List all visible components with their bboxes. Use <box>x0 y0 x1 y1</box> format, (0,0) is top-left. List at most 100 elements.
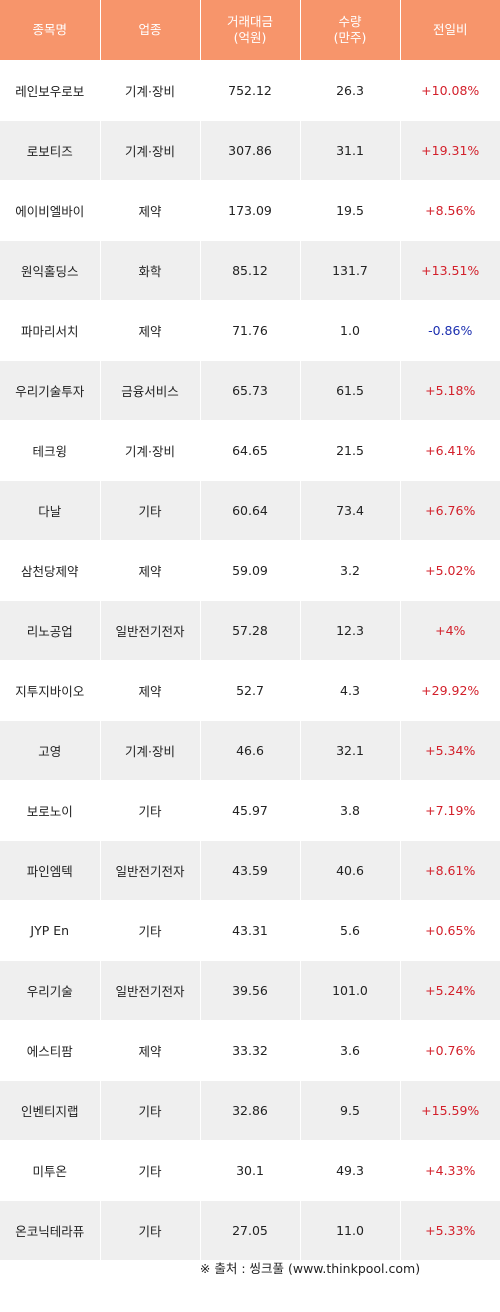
cell-name: 인벤티지랩 <box>0 1080 101 1141</box>
table-row: 고영 기계·장비 46.6 32.1 +5.34% <box>0 720 500 781</box>
cell-sector: 제약 <box>100 1020 201 1081</box>
cell-name: 에스티팜 <box>0 1020 101 1081</box>
header-volume-label: 수량 <box>338 14 362 29</box>
cell-volume: 12.3 <box>300 600 401 661</box>
cell-volume: 73.4 <box>300 480 401 541</box>
cell-name: 지투지바이오 <box>0 660 101 721</box>
cell-sector: 기타 <box>100 900 201 961</box>
stock-table: 종목명 업종 거래대금 (억원) 수량 (만주) 전일비 레인보우로보 기계·장비… <box>0 0 500 1261</box>
cell-sector: 기타 <box>100 1200 201 1261</box>
cell-amount: 30.1 <box>200 1140 301 1201</box>
cell-volume: 26.3 <box>300 60 401 121</box>
table-row: 원익홀딩스 화학 85.12 131.7 +13.51% <box>0 240 500 301</box>
cell-sector: 제약 <box>100 180 201 241</box>
cell-change: +6.76% <box>400 480 500 541</box>
cell-volume: 32.1 <box>300 720 401 781</box>
cell-name: 다날 <box>0 480 101 541</box>
cell-amount: 45.97 <box>200 780 301 841</box>
table-row: 우리기술 일반전기전자 39.56 101.0 +5.24% <box>0 960 500 1021</box>
cell-change: +13.51% <box>400 240 500 301</box>
table-row: 보로노이 기타 45.97 3.8 +7.19% <box>0 780 500 841</box>
cell-volume: 1.0 <box>300 300 401 361</box>
cell-amount: 60.64 <box>200 480 301 541</box>
cell-change: +5.18% <box>400 360 500 421</box>
cell-amount: 64.65 <box>200 420 301 481</box>
cell-volume: 40.6 <box>300 840 401 901</box>
cell-sector: 금융서비스 <box>100 360 201 421</box>
cell-volume: 3.8 <box>300 780 401 841</box>
cell-name: 로보티즈 <box>0 120 101 181</box>
cell-amount: 752.12 <box>200 60 301 121</box>
cell-volume: 3.2 <box>300 540 401 601</box>
cell-sector: 일반전기전자 <box>100 600 201 661</box>
cell-change: +8.61% <box>400 840 500 901</box>
cell-amount: 39.56 <box>200 960 301 1021</box>
table-row: 에스티팜 제약 33.32 3.6 +0.76% <box>0 1020 500 1081</box>
header-volume: 수량 (만주) <box>300 0 401 61</box>
table-row: 삼천당제약 제약 59.09 3.2 +5.02% <box>0 540 500 601</box>
table-row: 우리기술투자 금융서비스 65.73 61.5 +5.18% <box>0 360 500 421</box>
table-row: 지투지바이오 제약 52.7 4.3 +29.92% <box>0 660 500 721</box>
cell-sector: 제약 <box>100 300 201 361</box>
cell-amount: 57.28 <box>200 600 301 661</box>
cell-sector: 기계·장비 <box>100 120 201 181</box>
cell-name: JYP En <box>0 900 101 961</box>
cell-amount: 52.7 <box>200 660 301 721</box>
cell-volume: 61.5 <box>300 360 401 421</box>
cell-volume: 19.5 <box>300 180 401 241</box>
cell-change: +7.19% <box>400 780 500 841</box>
cell-change: +29.92% <box>400 660 500 721</box>
table-row: 리노공업 일반전기전자 57.28 12.3 +4% <box>0 600 500 661</box>
cell-change: +10.08% <box>400 60 500 121</box>
cell-name: 파인엠텍 <box>0 840 101 901</box>
cell-change: +5.02% <box>400 540 500 601</box>
cell-sector: 기타 <box>100 480 201 541</box>
cell-amount: 59.09 <box>200 540 301 601</box>
cell-sector: 기타 <box>100 1080 201 1141</box>
table-row: 다날 기타 60.64 73.4 +6.76% <box>0 480 500 541</box>
cell-change: -0.86% <box>400 300 500 361</box>
cell-amount: 43.31 <box>200 900 301 961</box>
cell-change: +0.76% <box>400 1020 500 1081</box>
cell-name: 원익홀딩스 <box>0 240 101 301</box>
cell-amount: 32.86 <box>200 1080 301 1141</box>
header-amount-unit: (억원) <box>233 30 267 45</box>
table-header-row: 종목명 업종 거래대금 (억원) 수량 (만주) 전일비 <box>0 0 500 61</box>
table-row: JYP En 기타 43.31 5.6 +0.65% <box>0 900 500 961</box>
table-row: 테크윙 기계·장비 64.65 21.5 +6.41% <box>0 420 500 481</box>
cell-name: 삼천당제약 <box>0 540 101 601</box>
cell-sector: 일반전기전자 <box>100 960 201 1021</box>
header-change: 전일비 <box>400 0 500 61</box>
cell-name: 미투온 <box>0 1140 101 1201</box>
cell-name: 파마리서치 <box>0 300 101 361</box>
cell-amount: 65.73 <box>200 360 301 421</box>
table-row: 파마리서치 제약 71.76 1.0 -0.86% <box>0 300 500 361</box>
cell-sector: 기계·장비 <box>100 720 201 781</box>
cell-name: 리노공업 <box>0 600 101 661</box>
cell-sector: 화학 <box>100 240 201 301</box>
cell-change: +5.34% <box>400 720 500 781</box>
cell-sector: 제약 <box>100 660 201 721</box>
cell-change: +19.31% <box>400 120 500 181</box>
cell-volume: 9.5 <box>300 1080 401 1141</box>
cell-amount: 173.09 <box>200 180 301 241</box>
cell-volume: 49.3 <box>300 1140 401 1201</box>
cell-change: +4% <box>400 600 500 661</box>
cell-change: +8.56% <box>400 180 500 241</box>
cell-change: +0.65% <box>400 900 500 961</box>
cell-volume: 21.5 <box>300 420 401 481</box>
cell-name: 보로노이 <box>0 780 101 841</box>
source-footer: ※ 출처 : 씽크풀 (www.thinkpool.com) <box>199 1261 421 1276</box>
cell-amount: 71.76 <box>200 300 301 361</box>
table-row: 파인엠텍 일반전기전자 43.59 40.6 +8.61% <box>0 840 500 901</box>
cell-amount: 307.86 <box>200 120 301 181</box>
cell-change: +5.33% <box>400 1200 500 1261</box>
cell-name: 에이비엘바이 <box>0 180 101 241</box>
table-body: 레인보우로보 기계·장비 752.12 26.3 +10.08% 로보티즈 기계·장비 307… <box>0 60 500 1261</box>
cell-amount: 27.05 <box>200 1200 301 1261</box>
cell-sector: 기타 <box>100 780 201 841</box>
table-row: 온코닉테라퓨 기타 27.05 11.0 +5.33% <box>0 1200 500 1261</box>
header-amount-label: 거래대금 <box>226 14 273 29</box>
table-row: 레인보우로보 기계·장비 752.12 26.3 +10.08% <box>0 60 500 121</box>
table-row: 에이비엘바이 제약 173.09 19.5 +8.56% <box>0 180 500 241</box>
